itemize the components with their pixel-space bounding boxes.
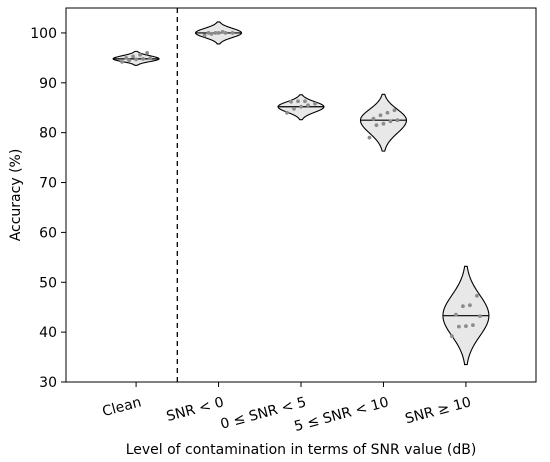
- data-point: [303, 99, 307, 104]
- data-point: [378, 113, 383, 118]
- data-point: [464, 324, 468, 329]
- data-point: [468, 303, 472, 308]
- y-axis-label: Accuracy (%): [8, 149, 24, 242]
- x-axis-label: Level of contamination in terms of SNR v…: [126, 442, 477, 458]
- data-point: [478, 314, 482, 319]
- violins-layer: [112, 21, 490, 366]
- data-point: [306, 103, 310, 108]
- data-point: [395, 118, 400, 123]
- data-point: [385, 110, 390, 115]
- data-point: [127, 58, 131, 63]
- data-point: [209, 32, 214, 36]
- data-point: [230, 31, 235, 35]
- y-tick-label: 60: [39, 225, 57, 241]
- data-point: [367, 135, 372, 140]
- x-tick-label: Clean: [101, 394, 144, 420]
- data-point: [216, 31, 221, 35]
- data-point: [131, 54, 135, 59]
- violin-3: [277, 94, 325, 121]
- data-point: [475, 293, 479, 298]
- data-point: [392, 108, 397, 113]
- data-point: [213, 31, 218, 35]
- data-point: [388, 119, 393, 124]
- data-point: [202, 33, 207, 38]
- y-tick-label: 70: [39, 176, 57, 192]
- data-point: [145, 50, 149, 55]
- data-point: [450, 334, 454, 339]
- data-point: [289, 99, 293, 104]
- data-point: [138, 52, 142, 57]
- violin-4: [359, 93, 407, 152]
- data-point: [374, 123, 379, 128]
- data-point: [299, 104, 303, 109]
- data-point: [457, 324, 461, 329]
- data-point: [141, 56, 145, 61]
- violin-2: [194, 21, 243, 45]
- y-tick-label: 100: [30, 26, 57, 42]
- x-tick-label: SNR < 0: [165, 394, 226, 425]
- data-point: [461, 304, 465, 309]
- x-axis: Clean SNR < 00 ≤ SNR < 55 ≤ SNR < 10 SNR ≥…: [101, 382, 473, 435]
- data-point: [120, 59, 124, 64]
- y-tick-label: 40: [39, 325, 57, 341]
- data-point: [381, 121, 386, 126]
- y-tick-label: 80: [39, 126, 57, 142]
- y-tick-label: 30: [39, 375, 57, 391]
- data-point: [371, 116, 376, 121]
- data-point: [285, 110, 289, 115]
- data-point: [454, 312, 458, 317]
- data-point: [296, 99, 300, 104]
- data-point: [134, 57, 138, 62]
- data-point: [124, 55, 128, 60]
- x-tick-label: 5 ≤ SNR < 10: [293, 394, 391, 435]
- y-tick-label: 50: [39, 275, 57, 291]
- data-point: [223, 31, 228, 35]
- violin-5: [442, 265, 490, 366]
- violin-1: [112, 50, 160, 66]
- data-point: [471, 323, 475, 328]
- y-axis: 30 40 50 60 70 80 90 100: [30, 26, 66, 391]
- y-tick-label: 90: [39, 76, 57, 92]
- x-tick-label: SNR ≥ 10: [404, 394, 473, 427]
- data-point: [292, 106, 296, 111]
- data-point: [148, 56, 152, 61]
- data-point: [313, 101, 317, 106]
- data-point: [206, 31, 211, 35]
- data-point: [220, 30, 225, 34]
